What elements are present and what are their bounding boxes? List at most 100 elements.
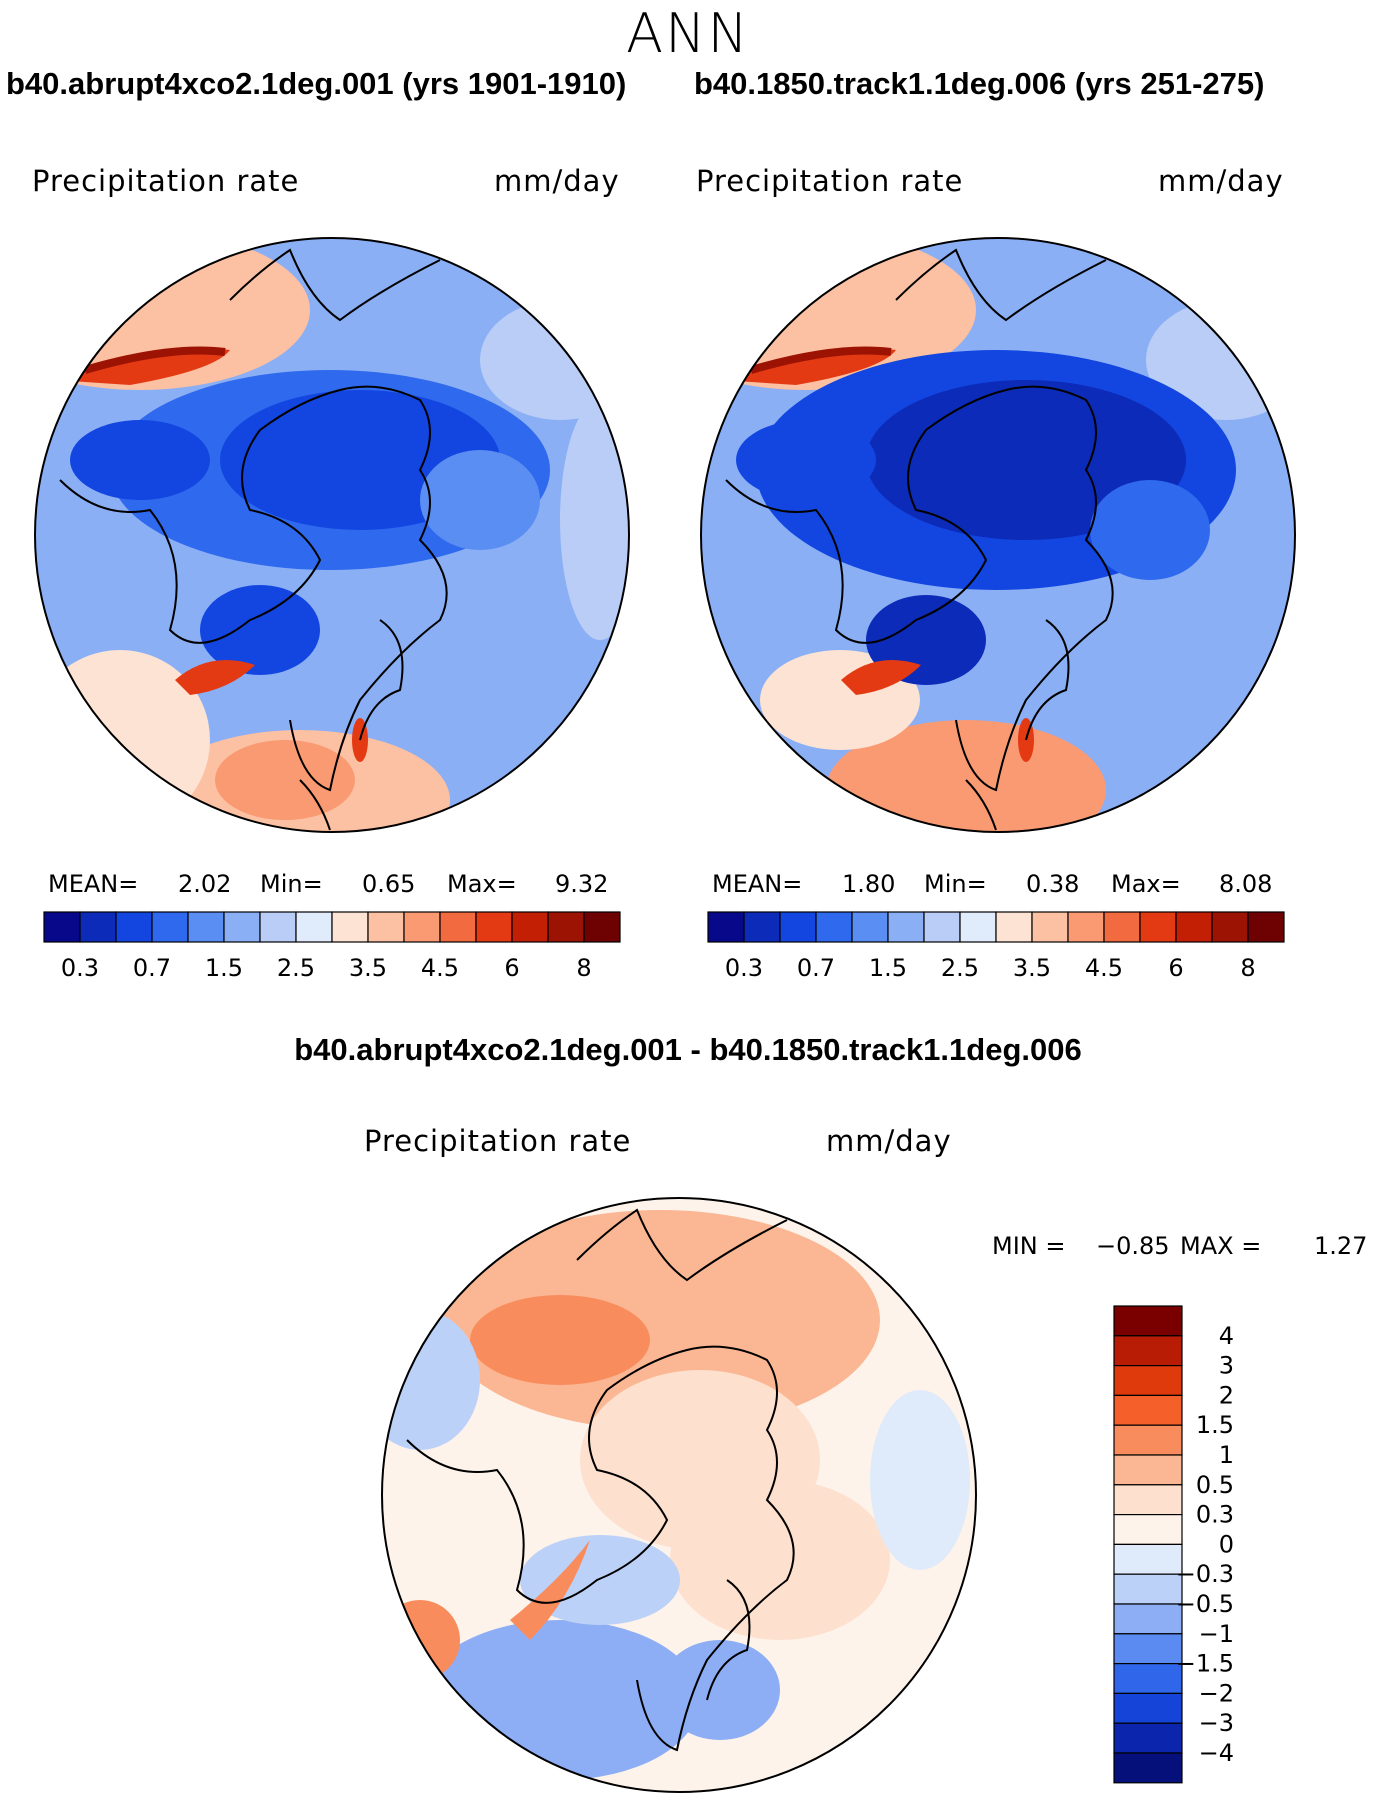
max-label-2: Max= [1111, 870, 1181, 898]
colorbar-1-swatch [511, 911, 549, 943]
diff-colorbar-swatch [1113, 1603, 1183, 1635]
colorbar-1-swatch [367, 911, 405, 943]
diff-colorbar-swatch [1113, 1424, 1183, 1456]
diff-colorbar-tick-label: −3 [1199, 1709, 1234, 1737]
min-label-1: Min= [260, 870, 323, 898]
diff-colorbar-swatch [1113, 1722, 1183, 1754]
diff-colorbar-tick-label: −0.3 [1176, 1560, 1234, 1588]
variable-label-2: Precipitation rate [696, 164, 964, 198]
diff-colorbar-tick-label: −1 [1199, 1620, 1234, 1648]
diff-colorbar-swatch [1113, 1573, 1183, 1605]
colorbar-1-swatch [187, 911, 225, 943]
coastlines-1 [59, 248, 448, 831]
colorbar-2-swatch [1067, 911, 1105, 943]
diff-colorbar-swatch [1113, 1663, 1183, 1695]
max-value-1: 9.32 [555, 870, 609, 898]
colorbar-1-swatch [475, 911, 513, 943]
diff-colorbar-swatch [1113, 1394, 1183, 1426]
colorbar-1-tick-label: 1.5 [205, 954, 243, 982]
colorbar-1-swatch [403, 911, 441, 943]
colorbar-1-tick-label: 4.5 [421, 954, 459, 982]
max-value-2: 8.08 [1219, 870, 1273, 898]
diff-colorbar-swatch [1113, 1335, 1183, 1367]
colorbar-1-tick-label: 6 [504, 954, 519, 982]
colorbar-1: 0.3 0.7 1.5 2.5 3.5 4.5 6 8 [43, 911, 621, 982]
colorbar-1-swatch [79, 911, 117, 943]
case-title-2: b40.1850.track1.1deg.006 (yrs 251-275) [694, 66, 1265, 101]
colorbar-2-swatch [1031, 911, 1069, 943]
colorbar-2-tick-label: 6 [1168, 954, 1183, 982]
colorbar-1-swatch [331, 911, 369, 943]
mean-value-2: 1.80 [842, 870, 896, 898]
colorbar-1-tick-label: 0.7 [133, 954, 171, 982]
diff-colorbar-swatch [1113, 1305, 1183, 1337]
colorbar-2-swatch [851, 911, 889, 943]
mean-value-1: 2.02 [178, 870, 232, 898]
diff-colorbar-tick-label: −2 [1199, 1679, 1234, 1707]
diff-colorbar-swatch [1113, 1752, 1183, 1784]
diff-colorbar-swatch [1113, 1484, 1183, 1516]
colorbar-2-tick-label: 4.5 [1085, 954, 1123, 982]
coastlines-3 [406, 1208, 795, 1752]
colorbar-1-swatch [151, 911, 189, 943]
precip-field-2 [701, 238, 1295, 832]
season-title: ANN [626, 2, 750, 65]
colorbar-2-swatch [1175, 911, 1213, 943]
colorbar-2-tick-label: 0.3 [725, 954, 763, 982]
colorbar-1-swatch [439, 911, 477, 943]
diff-field [382, 1198, 976, 1792]
diff-colorbar-swatch [1113, 1633, 1183, 1665]
min-value-1: 0.65 [362, 870, 416, 898]
mean-label-2: MEAN= [712, 870, 803, 898]
colorbar-2-tick-label: 2.5 [941, 954, 979, 982]
diff-colorbar-tick-label: 0 [1219, 1530, 1234, 1558]
colorbar-2-swatch [779, 911, 817, 943]
colorbar-2-swatch [707, 911, 745, 943]
colorbar-2-swatch [815, 911, 853, 943]
precip-field-1 [35, 238, 629, 832]
diff-colorbar-tick-label: 4 [1219, 1322, 1234, 1350]
diff-variable-label: Precipitation rate [364, 1124, 632, 1158]
colorbar-1-swatch [295, 911, 333, 943]
diff-units-label: mm/day [826, 1124, 952, 1158]
diff-max-value: 1.27 [1314, 1232, 1368, 1260]
colorbar-2-swatch [959, 911, 997, 943]
coastlines-2 [725, 248, 1114, 831]
colorbar-2-swatch [995, 911, 1033, 943]
diff-colorbar-tick-label: −0.5 [1176, 1590, 1234, 1618]
diff-colorbar-tick-label: 0.3 [1196, 1501, 1234, 1529]
diff-colorbar-swatch [1113, 1454, 1183, 1486]
diff-colorbar-swatch [1113, 1692, 1183, 1724]
colorbar-1-swatch [259, 911, 297, 943]
diff-colorbar-tick-label: 2 [1219, 1381, 1234, 1409]
min-value-2: 0.38 [1026, 870, 1080, 898]
diff-colorbar-swatch [1113, 1514, 1183, 1546]
diff-colorbar-swatch [1113, 1364, 1183, 1396]
mean-label-1: MEAN= [48, 870, 139, 898]
colorbar-1-swatch [583, 911, 621, 943]
diff-min-value: −0.85 [1096, 1232, 1170, 1260]
colorbar-2-swatch [1139, 911, 1177, 943]
colorbar-2-swatch [887, 911, 925, 943]
units-label-2: mm/day [1158, 164, 1284, 198]
colorbar-2-tick-label: 0.7 [797, 954, 835, 982]
diff-colorbar-tick-label: −4 [1199, 1739, 1234, 1767]
colorbar-1-tick-label: 0.3 [61, 954, 99, 982]
colorbar-2-swatch [1103, 911, 1141, 943]
diff-colorbar-tick-label: −1.5 [1176, 1650, 1234, 1678]
colorbar-1-swatch [223, 911, 261, 943]
diff-colorbar-tick-label: 1.5 [1196, 1411, 1234, 1439]
diff-colorbar-swatch [1113, 1543, 1183, 1575]
diff-colorbar-tick-label: 0.5 [1196, 1471, 1234, 1499]
colorbar-1-tick-label: 8 [576, 954, 591, 982]
variable-label-1: Precipitation rate [32, 164, 300, 198]
colorbar-1-swatch [115, 911, 153, 943]
diff-min-label: MIN = [992, 1232, 1066, 1260]
diff-colorbar-tick-label: 1 [1219, 1441, 1234, 1469]
colorbar-2-swatch [743, 911, 781, 943]
case-title-1: b40.abrupt4xco2.1deg.001 (yrs 1901-1910) [6, 66, 627, 101]
colorbar-2-swatch [1211, 911, 1249, 943]
colorbar-2-tick-label: 3.5 [1013, 954, 1051, 982]
colorbar-2-swatch [923, 911, 961, 943]
